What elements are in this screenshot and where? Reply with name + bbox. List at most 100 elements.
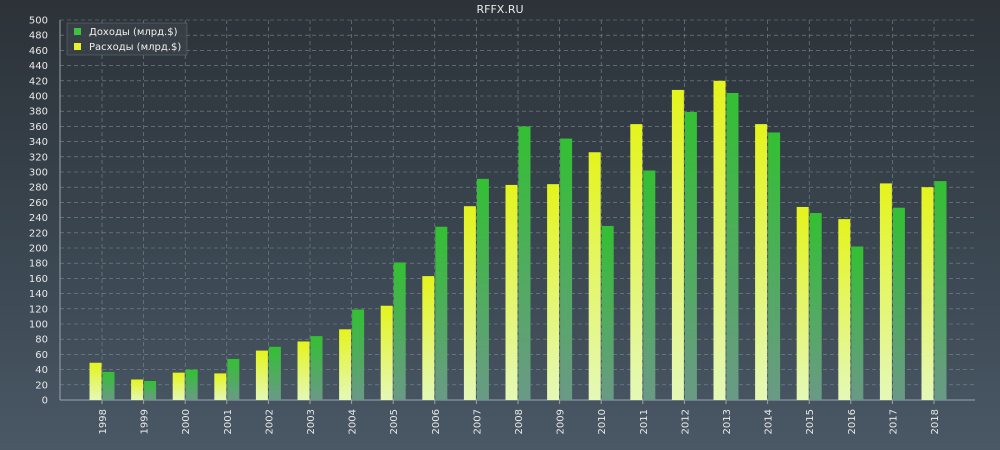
bar-income-2000 [185,369,198,400]
x-tick-label: 2006 [431,409,442,434]
bar-income-2014 [768,132,781,401]
bar-income-1998 [102,371,115,400]
x-tick-label: 2010 [597,409,608,434]
bar-expense-2000 [172,372,185,400]
y-tick-label: 60 [35,350,48,361]
y-tick-label: 380 [29,107,48,118]
y-tick-label: 200 [29,244,48,255]
bar-income-2007 [476,178,489,400]
bar-income-2018 [934,181,947,400]
bar-expense-1999 [131,379,144,400]
y-tick-label: 320 [29,152,48,163]
bar-income-2010 [601,225,614,400]
bar-income-2003 [310,336,323,400]
y-tick-label: 140 [29,289,48,300]
y-tick-label: 40 [35,365,48,376]
bar-expense-2002 [255,350,268,400]
x-tick-label: 2009 [556,409,567,434]
x-tick-label: 2002 [264,409,275,434]
x-tick-label: 2001 [223,409,234,434]
bar-expense-2004 [339,329,352,400]
y-tick-label: 80 [35,335,48,346]
bar-expense-2007 [463,206,476,400]
bar-expense-2016 [838,219,851,400]
legend-label-expense: Расходы (млрд.$) [89,42,181,53]
bar-income-2005 [393,262,406,400]
bar-income-2008 [518,126,531,401]
bar-expense-2011 [630,124,643,401]
x-tick-label: 2000 [181,409,192,434]
x-tick-label: 2008 [514,409,525,434]
y-tick-label: 340 [29,137,48,148]
bar-expense-2009 [547,184,560,400]
bar-income-2017 [892,207,905,400]
y-tick-label: 160 [29,274,48,285]
x-tick-label: 2018 [930,409,941,434]
x-tick-label: 1998 [98,409,109,434]
bar-income-2013 [726,92,739,401]
bar-income-2004 [352,309,365,400]
y-tick-label: 400 [29,92,48,103]
y-tick-label: 220 [29,228,48,239]
bar-expense-2001 [214,373,227,400]
y-tick-label: 480 [29,31,48,42]
bar-income-2006 [435,226,448,400]
y-tick-label: 280 [29,183,48,194]
bar-expense-1998 [89,362,102,400]
x-tick-label: 2014 [764,409,775,434]
y-tick-label: 100 [29,320,48,331]
y-tick-label: 440 [29,61,48,72]
bar-expense-2008 [505,184,518,400]
bar-expense-2012 [671,89,684,401]
y-tick-label: 500 [29,16,48,27]
y-tick-label: 360 [29,122,48,133]
y-tick-label: 420 [29,76,48,87]
y-axis: 0 20 40 60 80 100 120 140 160 180 200 220 240 260 280 3… [29,16,975,407]
bar-income-2001 [227,358,240,400]
y-tick-label: 460 [29,46,48,57]
legend-background [66,22,188,56]
x-tick-label: 2015 [805,409,816,434]
legend: Доходы (млрд.$) Расходы (млрд.$) [66,22,188,56]
x-tick-label: 2007 [472,409,483,434]
legend-label-income: Доходы (млрд.$) [89,27,178,38]
bar-expense-2017 [879,183,892,400]
bar-income-2012 [684,111,697,401]
x-tick-label: 2016 [847,409,858,434]
bar-income-2015 [809,213,822,400]
x-tick-label: 1999 [140,409,151,434]
x-axis: 1998 1999 2000 2001 2002 2003 2004 2005 2006 2007… [98,400,941,434]
bar-expense-2013 [713,80,726,401]
bar-expense-2018 [921,187,934,400]
chart-title: RFFX.RU [476,3,523,16]
legend-swatch-expense [74,43,81,50]
x-tick-label: 2017 [888,409,899,434]
y-tick-label: 0 [42,396,48,407]
y-tick-label: 260 [29,198,48,209]
bar-expense-2005 [380,305,393,400]
x-tick-label: 2005 [389,409,400,434]
x-tick-label: 2011 [639,409,650,434]
y-tick-label: 300 [29,168,48,179]
y-tick-label: 20 [35,380,48,391]
y-tick-label: 120 [29,304,48,315]
y-tick-label: 180 [29,259,48,270]
bar-expense-2014 [755,124,768,401]
bar-expense-2003 [297,341,310,400]
x-tick-label: 2003 [306,409,317,434]
bar-income-2002 [268,346,281,400]
legend-swatch-income [74,28,81,35]
bar-income-2016 [851,246,864,400]
bar-income-1999 [144,381,157,400]
x-tick-label: 2004 [348,409,359,434]
bar-expense-2010 [588,152,601,400]
bars [89,80,947,401]
bar-expense-2015 [796,206,809,400]
bar-income-2011 [643,170,656,400]
bar-income-2009 [560,138,573,400]
x-tick-label: 2012 [680,409,691,434]
x-tick-label: 2013 [722,409,733,434]
y-tick-label: 240 [29,213,48,224]
bar-expense-2006 [422,276,435,400]
